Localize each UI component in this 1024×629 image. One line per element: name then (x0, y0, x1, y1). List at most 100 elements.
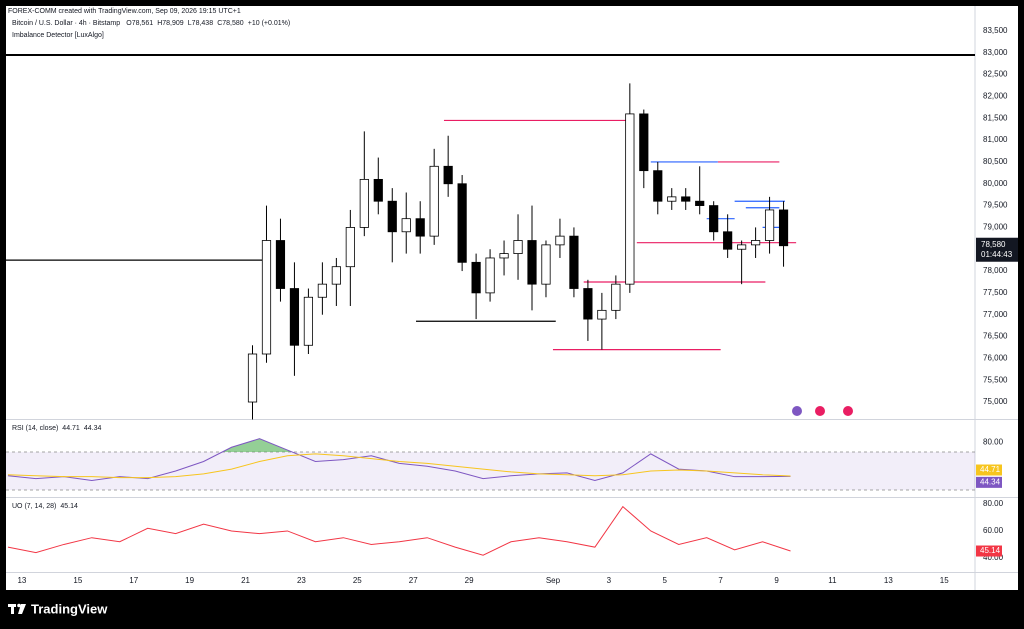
icons (792, 406, 853, 416)
x-tick-label: 9 (774, 576, 779, 585)
legend-value: 44.34 (84, 425, 102, 432)
last-price-box (976, 237, 1018, 262)
candle-body (625, 113, 635, 285)
y-tick-label: 80.00 (983, 499, 1004, 508)
candle-body (764, 209, 775, 241)
y-tick-label: 82,000 (983, 92, 1008, 101)
x-tick-label: 27 (409, 576, 418, 585)
brand: TradingView (31, 601, 108, 616)
last-price-label: 78,580 (981, 240, 1006, 249)
chart-area (6, 6, 1018, 590)
candle-body (457, 183, 467, 263)
candle-body (359, 178, 369, 228)
legend-value: 44.71 (62, 425, 80, 432)
y-tick-label: 82,500 (983, 70, 1008, 79)
y-tick-label: 81,500 (983, 113, 1008, 122)
axis-value-label: 45.14 (980, 546, 1001, 555)
candle-body (247, 353, 258, 403)
y-tick-label: 76,500 (983, 332, 1008, 341)
ohlc-value: C78,580 (217, 20, 244, 27)
candle-body (681, 196, 691, 202)
candle-body (429, 165, 439, 237)
y-tick-label: 40.00 (983, 553, 1004, 562)
icon (815, 406, 825, 416)
symbol: Bitcoin / U.S. Dollar · 4h · Bitstamp (12, 20, 120, 27)
x-tick-label: Sep (546, 576, 561, 585)
x-tick-label: 21 (241, 576, 250, 585)
axis-value-box (976, 476, 1002, 488)
candle-body (303, 296, 314, 346)
candle-body (583, 288, 593, 320)
candle-body (723, 231, 733, 250)
y-tick-label: 83,500 (983, 26, 1008, 35)
candle-body (345, 227, 355, 268)
candle-body (597, 309, 607, 320)
candle-body (401, 218, 411, 233)
axis-value-label: 44.34 (980, 477, 1001, 486)
candle-body (527, 240, 537, 285)
tv-logo (8, 603, 26, 614)
ohlc-value: L78,438 (188, 20, 213, 27)
x-tick-label: 17 (129, 576, 138, 585)
icon (792, 406, 802, 416)
indicator-name: Imbalance Detector [LuxAlgo] (12, 32, 104, 39)
candle-body (667, 196, 677, 202)
candle-body (275, 240, 286, 289)
axis-value-label: 44.71 (980, 465, 1001, 474)
countdown: 01:44:43 (981, 250, 1013, 259)
x-tick-label: 15 (940, 576, 949, 585)
y-tick-label: 80,000 (983, 179, 1008, 188)
candle-body (653, 170, 663, 202)
candle-body (373, 178, 383, 202)
candle-body (639, 113, 649, 172)
y-tick-label: 81,000 (983, 135, 1008, 144)
x-tick-label: 13 (17, 576, 26, 585)
y-tick-label: 75,000 (983, 397, 1008, 406)
candle-body (737, 244, 747, 250)
y-tick-label: 77,500 (983, 288, 1008, 297)
axis-value-box (976, 545, 1002, 557)
legend-value: 45.14 (60, 503, 78, 510)
logo-part (11, 604, 14, 614)
x-tick-label: 29 (465, 576, 474, 585)
candle-body (695, 200, 705, 206)
icon (843, 406, 853, 416)
y-tick-label: 77,000 (983, 310, 1008, 319)
candle-body (289, 288, 300, 346)
ohlc-value: H78,909 (157, 20, 184, 27)
candle-body (331, 266, 341, 285)
x-tick-label: 5 (663, 576, 668, 585)
x-tick-label: 23 (297, 576, 306, 585)
candle-body (499, 253, 509, 259)
candle-body (317, 283, 327, 298)
x-tick-label: 15 (73, 576, 82, 585)
y-tick-label: 80.00 (983, 438, 1004, 447)
y-tick-label: 78,000 (983, 266, 1008, 275)
candle-body (261, 240, 272, 355)
candle-body (415, 218, 425, 237)
y-tick-label: 75,500 (983, 375, 1008, 384)
overbought-fill (222, 438, 293, 452)
candle-body (513, 240, 523, 254)
x-tick-label: 13 (884, 576, 893, 585)
x-tick-label: 7 (718, 576, 723, 585)
y-tick-label: 83,000 (983, 48, 1008, 57)
y-tick-label: 60.00 (983, 526, 1004, 535)
y-tick-label: 76,000 (983, 353, 1008, 362)
rsi-band (6, 451, 975, 490)
pane-title: UO (7, 14, 28) (12, 503, 56, 510)
candle-body (569, 235, 579, 289)
candle-body (778, 209, 789, 247)
x-tick-label: 25 (353, 576, 362, 585)
indicator-line (7, 453, 791, 479)
logo-part (18, 604, 26, 614)
y-tick-label: 79,500 (983, 201, 1008, 210)
x-tick-label: 3 (607, 576, 612, 585)
candle-body (541, 244, 551, 285)
y-tick-label: 79,000 (983, 223, 1008, 232)
x-tick-label: 11 (828, 576, 837, 585)
logo-part (17, 603, 21, 608)
candle-body (555, 235, 565, 246)
ohlc-value: O78,561 (126, 20, 153, 27)
